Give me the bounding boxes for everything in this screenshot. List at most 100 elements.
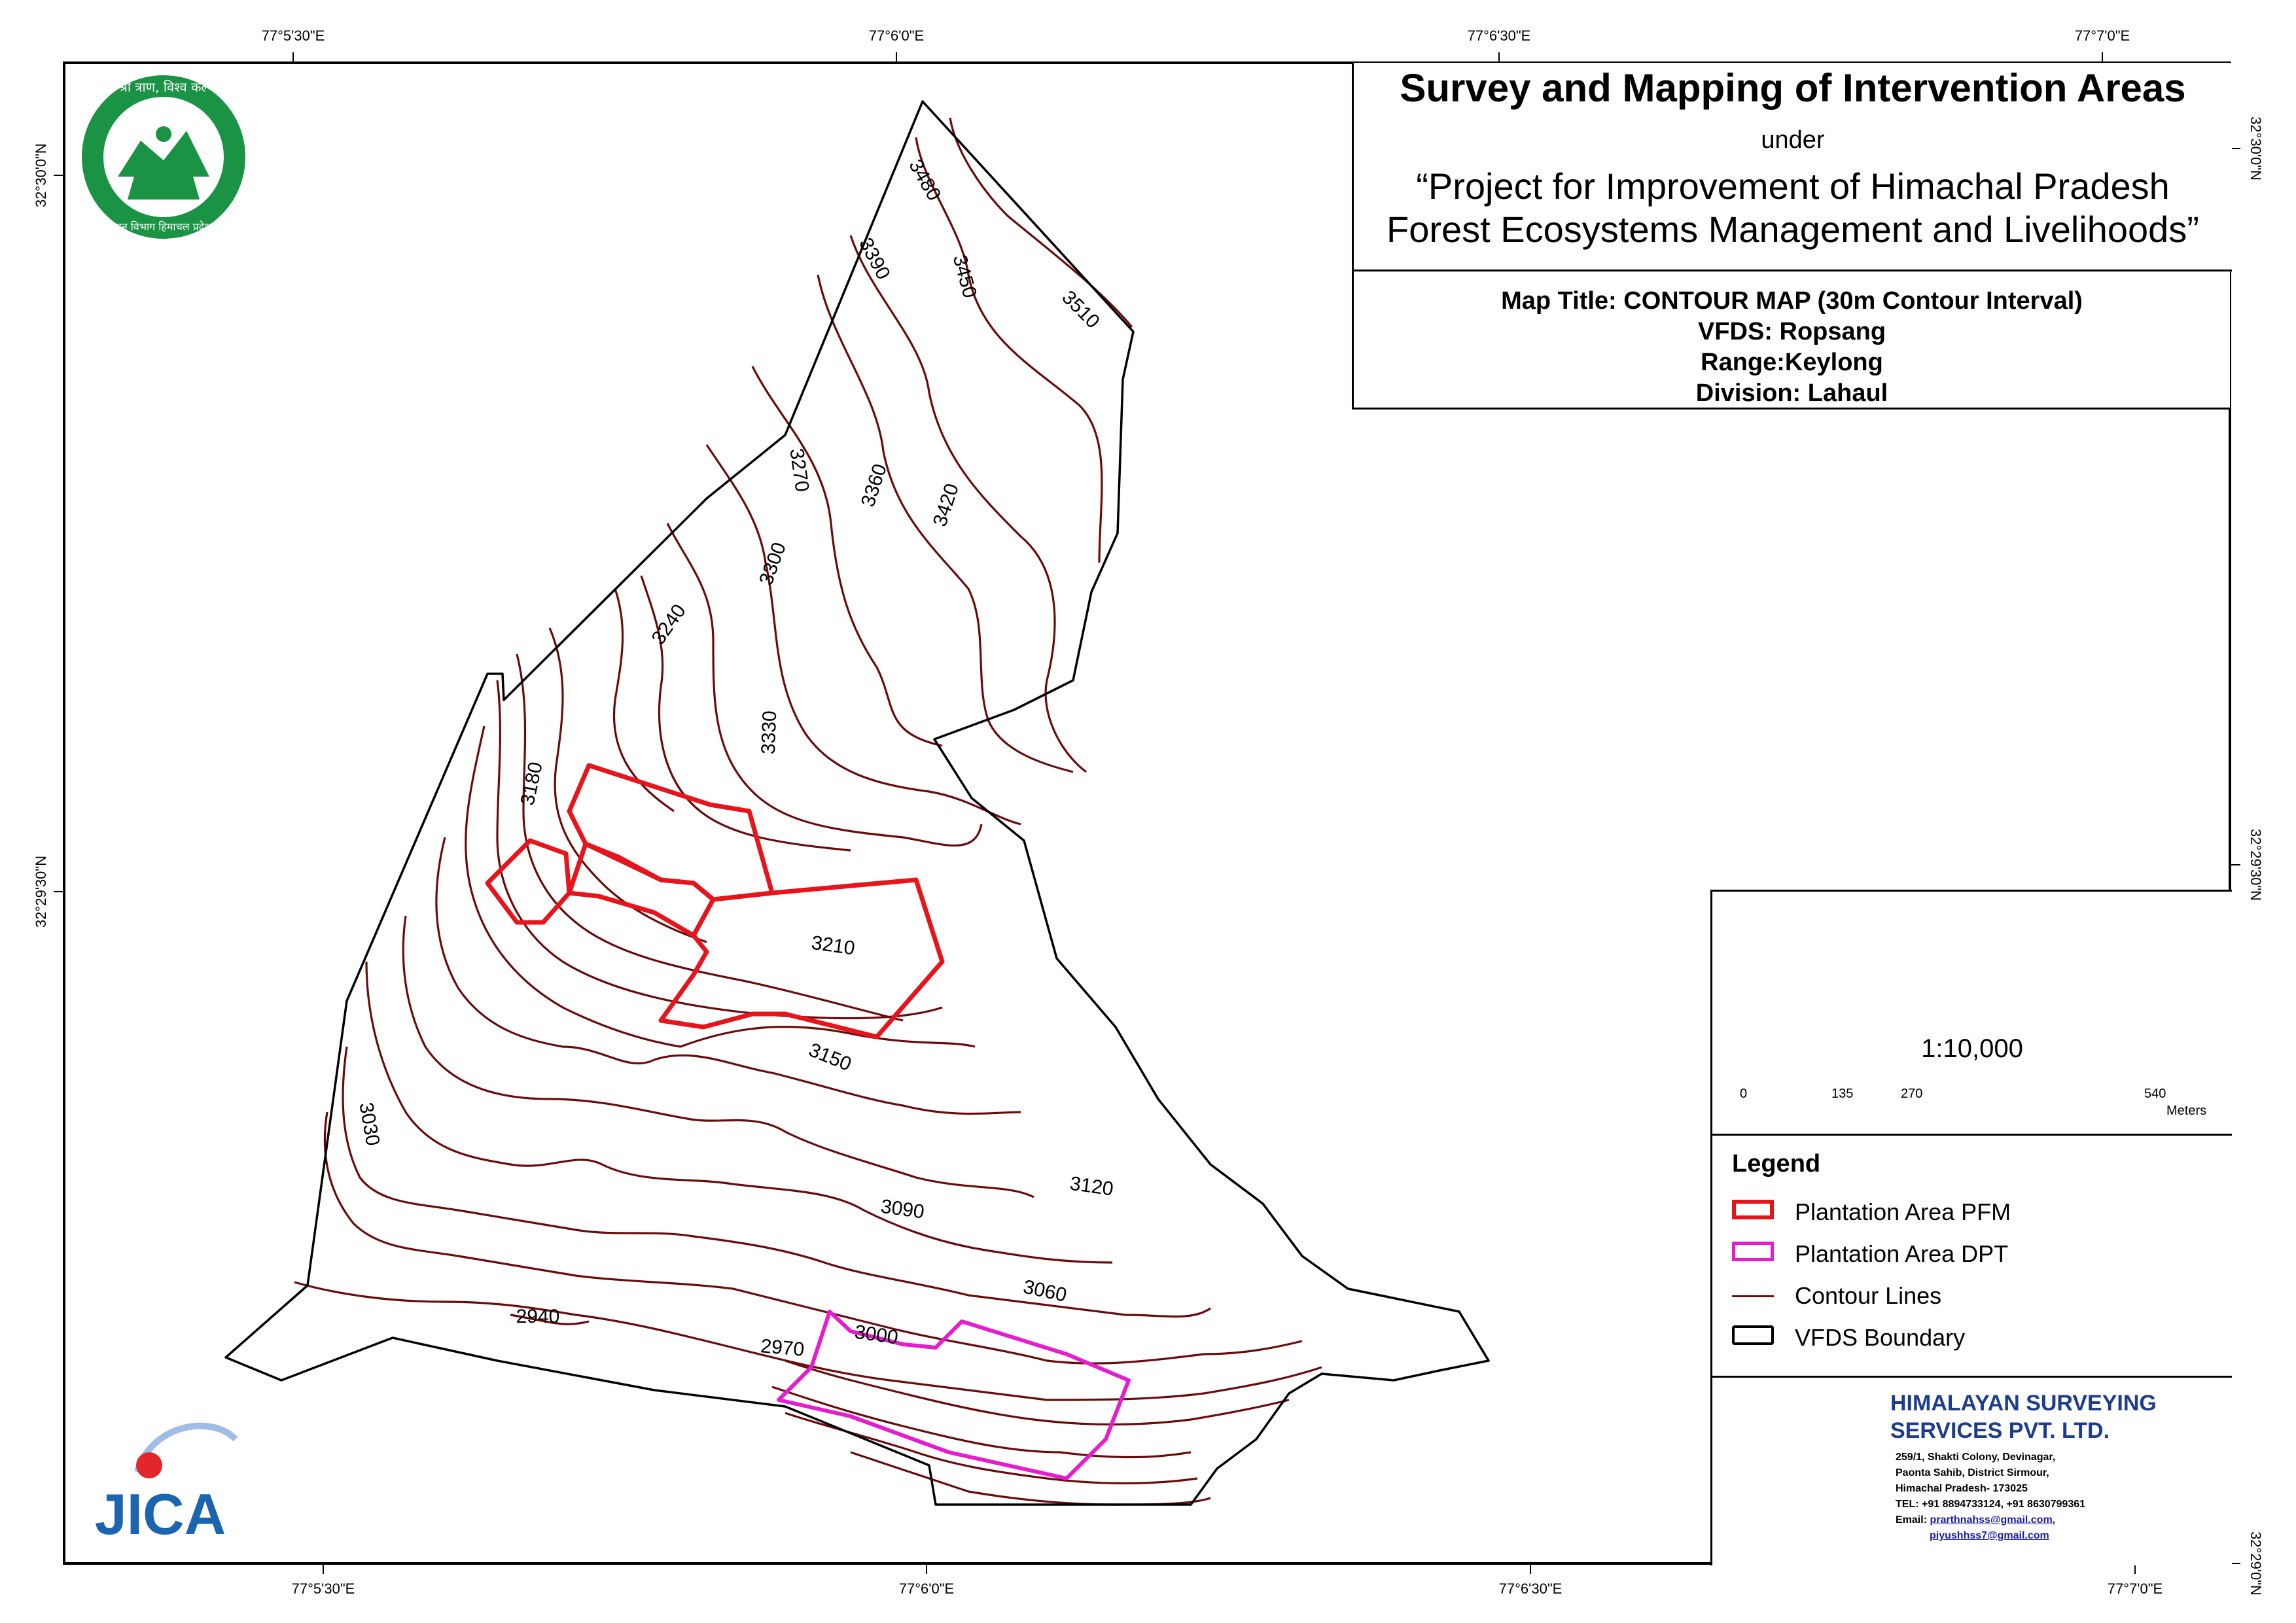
- grid-label-bottom: 77°6'0"E: [899, 1580, 954, 1597]
- title-under: under: [1761, 126, 1825, 154]
- scale-tick-label: 540: [2144, 1087, 2166, 1101]
- contour-label: 3150: [805, 1039, 854, 1075]
- legend-symbol-contour: [1732, 1295, 1774, 1297]
- contour-line: [849, 235, 1087, 773]
- contour-line: [510, 1314, 590, 1325]
- grid-label-top: 77°6'0"E: [869, 27, 924, 44]
- jica-logo: JICA: [95, 1422, 238, 1546]
- scale-tick-label: 135: [1831, 1087, 1854, 1101]
- contour-label: 3120: [1069, 1173, 1115, 1200]
- contour-line: [949, 117, 1133, 328]
- grid-label-left: 32°30'0"N: [33, 143, 49, 207]
- contour-label: 2940: [516, 1306, 560, 1327]
- legend-label: VFDS Boundary: [1795, 1324, 1966, 1351]
- contour-label: 3180: [517, 760, 547, 807]
- legend-label: Contour Lines: [1795, 1282, 1942, 1309]
- scale-tick-label: 270: [1901, 1087, 1923, 1101]
- contour-label: 3000: [853, 1321, 900, 1349]
- pfm-polygon: [567, 841, 716, 938]
- contour-line: [751, 366, 943, 747]
- contour-line: [402, 915, 1034, 1198]
- contour-line: [771, 1386, 1192, 1459]
- contour-line: [640, 575, 851, 852]
- company-block: HIMALAYAN SURVEYING SERVICES PVT. LTD. 2…: [1712, 1376, 2232, 1567]
- grid-label-right: 32°29'0"N: [2248, 1531, 2264, 1596]
- legend-label: Plantation Area PFM: [1795, 1198, 2011, 1225]
- email-line: Email: prarthnahss@gmail.com,: [1896, 1512, 2085, 1528]
- contour-line: [342, 1046, 1211, 1318]
- plantation-dpt: [777, 1310, 1131, 1480]
- map-frame: [63, 61, 2231, 1565]
- forest-department-logo: वन श्री त्राण, विश्व कल्याण वन विभाग हिम…: [82, 75, 245, 239]
- grid-label-top: 77°6'30"E: [1468, 27, 1531, 44]
- contour-line: [294, 1281, 1322, 1401]
- contour-line: [365, 961, 1113, 1264]
- contour-label: 3480: [904, 156, 945, 204]
- address-line: 259/1, Shakti Colony, Devinagar,: [1896, 1452, 2056, 1463]
- grid-label-left: 32°29'30"N: [33, 856, 49, 928]
- contour-line: [323, 1111, 1303, 1365]
- forest-logo-text-top: वन श्री त्राण, विश्व कल्याण: [99, 79, 228, 95]
- company-name-line1: HIMALAYAN SURVEYING: [1890, 1391, 2157, 1416]
- contour-label: 3330: [758, 710, 781, 755]
- email-line-2: piyushhss7@gmail.com: [1896, 1528, 2085, 1544]
- scale-tick-label: 0: [1740, 1087, 1748, 1101]
- contour-line: [850, 1451, 1211, 1506]
- forest-logo-text-bottom: वन विभाग हिमाचल प्रदेश: [116, 220, 212, 233]
- contour-line: [817, 274, 1074, 773]
- contour-line: [785, 1359, 1290, 1426]
- address-line: Paonta Sahib, District Sirmour,: [1896, 1467, 2049, 1478]
- project-title-line2: Forest Ecosystems Management and Livelih…: [1386, 209, 2199, 250]
- contour-label: 3420: [929, 481, 963, 529]
- contour-label: 2970: [760, 1335, 805, 1361]
- grid-label-bottom: 77°5'30"E: [292, 1580, 355, 1597]
- contour-line: [705, 444, 1021, 826]
- email-link-2[interactable]: piyushhss7@gmail.com: [1930, 1530, 2049, 1541]
- email-link-1[interactable]: prarthnahss@gmail.com,: [1930, 1514, 2056, 1526]
- range-line: Range:Keylong: [1701, 349, 1883, 376]
- scale-ratio: 1:10,000: [1921, 1034, 2023, 1063]
- jica-logo-text: JICA: [95, 1482, 226, 1546]
- contour-line: [465, 725, 976, 1048]
- contour-label: 3090: [879, 1196, 926, 1223]
- phone-line: TEL: +91 8894733124, +91 8630799361: [1896, 1499, 2086, 1510]
- map-main-title: Survey and Mapping of Intervention Areas: [1400, 66, 2186, 110]
- contour-lines: [294, 117, 1322, 1506]
- contour-label: 3300: [755, 540, 790, 588]
- contour-line: [915, 137, 1103, 563]
- email-label: Email:: [1896, 1514, 1928, 1526]
- side-panel: 1:10,000 0 135 270 540 Meters Legend Pla…: [1710, 890, 2232, 1565]
- project-title: “Project for Improvement of Himachal Pra…: [1354, 165, 2232, 251]
- map-info-block: Map Title: CONTOUR MAP (30m Contour Inte…: [1352, 270, 2230, 410]
- company-name: HIMALAYAN SURVEYING SERVICES PVT. LTD.: [1890, 1389, 2157, 1444]
- company-name-line2: SERVICES PVT. LTD.: [1890, 1418, 2110, 1443]
- pfm-polygon: [658, 877, 945, 1039]
- company-address: 259/1, Shakti Colony, Devinagar, Paonta …: [1896, 1450, 2085, 1544]
- scale-unit: Meters: [2166, 1104, 2207, 1118]
- division-line: Division: Lahaul: [1695, 379, 1888, 407]
- contour-label: 3270: [785, 447, 813, 493]
- grid-label-bottom: 77°6'30"E: [1499, 1580, 1563, 1597]
- map-title-line: Map Title: CONTOUR MAP (30m Contour Inte…: [1501, 287, 2083, 315]
- title-block: Survey and Mapping of Intervention Areas…: [1352, 63, 2232, 271]
- contour-label: 3210: [810, 932, 857, 960]
- vfds-line: VFDS: Ropsang: [1697, 318, 1886, 345]
- contour-label: 3450: [949, 253, 981, 300]
- contour-label: 3030: [355, 1101, 383, 1147]
- contour-labels: 3480 3390 3450 3510 3270 3360 3420 3300 …: [355, 156, 1114, 1361]
- legend: Legend Plantation Area PFM Plantation Ar…: [1712, 1134, 2232, 1351]
- contour-label: 3240: [648, 601, 690, 649]
- legend-symbol-pfm: [1732, 1200, 1774, 1219]
- legend-title: Legend: [1732, 1150, 1821, 1178]
- grid-label-top: 77°5'30"E: [262, 27, 325, 44]
- contour-line: [516, 654, 904, 1022]
- contour-line: [435, 837, 1021, 1115]
- vfds-boundary: [224, 100, 1490, 1506]
- pfm-polygon: [485, 838, 572, 925]
- contour-label: 3360: [857, 461, 891, 510]
- contour-line: [548, 627, 707, 943]
- plantation-pfm: [485, 763, 945, 1039]
- address-line: Himachal Pradesh- 173025: [1896, 1483, 2028, 1494]
- legend-symbol-dpt: [1732, 1242, 1774, 1261]
- contour-line: [612, 588, 675, 812]
